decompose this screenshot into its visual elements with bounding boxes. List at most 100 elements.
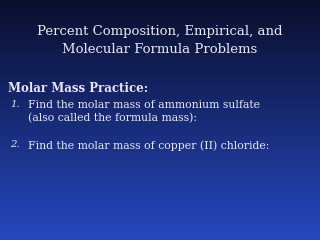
Bar xyxy=(0,12,320,14)
Text: Molar Mass Practice:: Molar Mass Practice: xyxy=(8,82,148,95)
Bar xyxy=(0,228,320,230)
Bar xyxy=(0,139,320,142)
Bar xyxy=(0,16,320,19)
Bar xyxy=(0,213,320,216)
Bar xyxy=(0,201,320,204)
Bar xyxy=(0,76,320,79)
Bar xyxy=(0,237,320,240)
Bar xyxy=(0,153,320,156)
Bar xyxy=(0,180,320,182)
Bar xyxy=(0,216,320,218)
Bar xyxy=(0,88,320,91)
Bar xyxy=(0,60,320,62)
Bar xyxy=(0,223,320,226)
Text: (also called the formula mass):: (also called the formula mass): xyxy=(28,113,197,123)
Bar xyxy=(0,74,320,77)
Bar xyxy=(0,165,320,168)
Bar xyxy=(0,115,320,118)
Bar xyxy=(0,148,320,151)
Bar xyxy=(0,182,320,185)
Bar xyxy=(0,136,320,139)
Bar xyxy=(0,158,320,161)
Text: Percent Composition, Empirical, and
Molecular Formula Problems: Percent Composition, Empirical, and Mole… xyxy=(37,25,283,56)
Bar xyxy=(0,52,320,55)
Text: 1.: 1. xyxy=(10,100,20,109)
Bar xyxy=(0,156,320,158)
Bar xyxy=(0,2,320,5)
Bar xyxy=(0,48,320,50)
Bar xyxy=(0,7,320,10)
Bar xyxy=(0,36,320,38)
Bar xyxy=(0,204,320,206)
Bar xyxy=(0,31,320,34)
Bar xyxy=(0,170,320,173)
Bar xyxy=(0,218,320,221)
Bar xyxy=(0,129,320,132)
Bar xyxy=(0,151,320,154)
Bar xyxy=(0,187,320,190)
Bar xyxy=(0,194,320,197)
Bar xyxy=(0,225,320,228)
Bar xyxy=(0,79,320,82)
Bar xyxy=(0,184,320,187)
Bar xyxy=(0,24,320,26)
Bar xyxy=(0,105,320,108)
Bar xyxy=(0,62,320,65)
Bar xyxy=(0,81,320,84)
Bar xyxy=(0,0,320,2)
Bar xyxy=(0,208,320,211)
Bar xyxy=(0,141,320,144)
Bar xyxy=(0,103,320,106)
Bar xyxy=(0,160,320,163)
Bar xyxy=(0,124,320,127)
Bar xyxy=(0,9,320,12)
Bar xyxy=(0,28,320,31)
Bar xyxy=(0,206,320,209)
Bar xyxy=(0,67,320,70)
Bar xyxy=(0,192,320,194)
Bar xyxy=(0,127,320,130)
Bar xyxy=(0,168,320,170)
Bar xyxy=(0,196,320,199)
Bar xyxy=(0,91,320,94)
Bar xyxy=(0,33,320,36)
Bar xyxy=(0,189,320,192)
Bar xyxy=(0,117,320,120)
Bar xyxy=(0,72,320,74)
Bar xyxy=(0,172,320,175)
Bar xyxy=(0,163,320,166)
Bar xyxy=(0,26,320,29)
Bar xyxy=(0,232,320,235)
Bar xyxy=(0,86,320,89)
Bar xyxy=(0,38,320,41)
Bar xyxy=(0,134,320,137)
Bar xyxy=(0,19,320,22)
Bar xyxy=(0,69,320,72)
Bar xyxy=(0,120,320,122)
Bar xyxy=(0,199,320,202)
Bar xyxy=(0,64,320,67)
Bar xyxy=(0,100,320,103)
Bar xyxy=(0,84,320,86)
Bar xyxy=(0,177,320,180)
Bar xyxy=(0,4,320,7)
Bar xyxy=(0,235,320,238)
Bar xyxy=(0,45,320,48)
Bar xyxy=(0,146,320,149)
Bar xyxy=(0,175,320,178)
Bar xyxy=(0,93,320,96)
Bar xyxy=(0,211,320,214)
Bar xyxy=(0,230,320,233)
Bar xyxy=(0,144,320,146)
Bar xyxy=(0,112,320,115)
Bar xyxy=(0,108,320,110)
Bar xyxy=(0,40,320,43)
Bar xyxy=(0,220,320,223)
Text: 2.: 2. xyxy=(10,140,20,149)
Bar xyxy=(0,21,320,24)
Bar xyxy=(0,57,320,60)
Bar xyxy=(0,122,320,125)
Bar xyxy=(0,50,320,53)
Bar xyxy=(0,43,320,46)
Text: Find the molar mass of ammonium sulfate: Find the molar mass of ammonium sulfate xyxy=(28,100,260,110)
